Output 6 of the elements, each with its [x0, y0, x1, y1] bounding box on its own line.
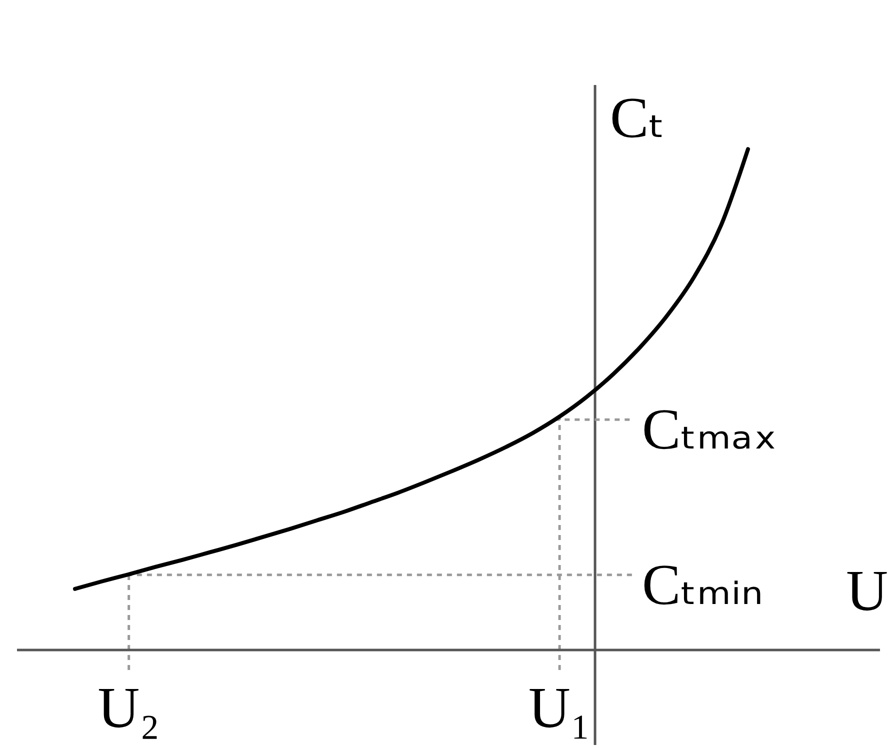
x-axis-title: U: [846, 558, 888, 623]
ref-line-label: Cₜₘₐₓ: [642, 396, 778, 462]
y-axis-title: Cₜ: [610, 85, 665, 150]
x-tick-label: U₂: [98, 675, 160, 740]
x-tick-label: U₁: [528, 675, 591, 740]
ref-line-label: Cₜₘᵢₙ: [642, 552, 764, 617]
